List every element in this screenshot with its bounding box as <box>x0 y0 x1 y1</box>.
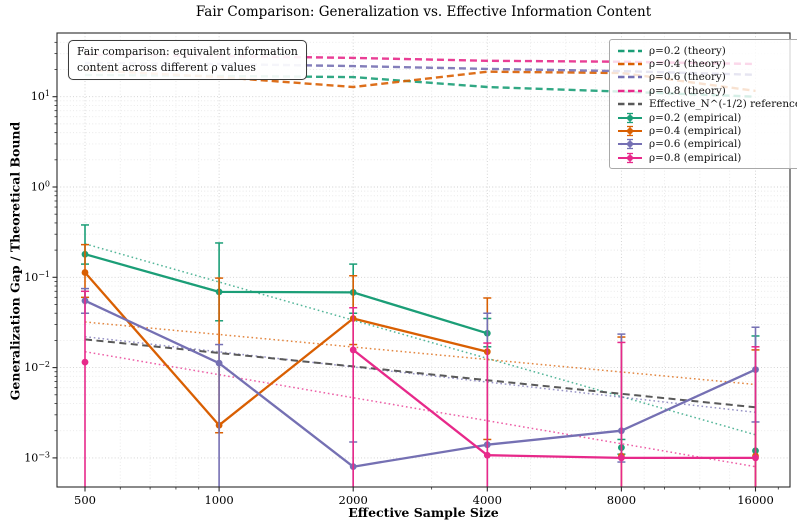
legend-item: ρ=0.8 (empirical) <box>617 151 797 164</box>
y-tick-label: 100 <box>31 180 50 194</box>
legend-item: ρ=0.4 (empirical) <box>617 124 797 137</box>
legend-item: ρ=0.2 (theory) <box>617 44 797 57</box>
empirical-series-rho02 <box>81 224 760 487</box>
y-tick-label: 10−1 <box>24 270 50 284</box>
legend-item: Effective_N^(-1/2) reference <box>617 98 797 111</box>
reference-line <box>84 338 756 409</box>
legend-label: ρ=0.4 (empirical) <box>649 125 742 138</box>
legend-label: ρ=0.8 (empirical) <box>649 151 742 164</box>
annotation-line-1: Fair comparison: equivalent information <box>77 45 298 58</box>
legend-label: Effective_N^(-1/2) reference <box>649 98 797 111</box>
legend-marker-icon <box>618 139 642 150</box>
trend-line-rho04 <box>84 321 756 386</box>
empirical-series-rho08 <box>81 290 760 487</box>
legend-item: ρ=0.2 (empirical) <box>617 111 797 124</box>
x-tick-label: 2000 <box>339 493 368 507</box>
y-tick-label: 10−3 <box>24 450 50 464</box>
legend-marker-icon <box>618 89 642 93</box>
x-tick-label: 1000 <box>204 493 233 507</box>
legend-marker-icon <box>618 125 642 137</box>
legend-marker-icon <box>618 112 642 123</box>
legend-item: ρ=0.8 (theory) <box>617 84 797 97</box>
x-tick-label: 8000 <box>607 493 636 507</box>
x-tick-label: 500 <box>74 493 96 507</box>
legend-marker-icon <box>618 152 642 163</box>
y-tick-label: 101 <box>31 89 50 103</box>
legend-label: ρ=0.8 (theory) <box>649 84 726 97</box>
x-tick-label: 16000 <box>737 493 774 507</box>
legend-marker-icon <box>618 102 642 106</box>
annotation-line-2: content across different ρ values <box>77 60 256 74</box>
legend-label: ρ=0.2 (empirical) <box>649 111 742 124</box>
plot-frame <box>56 32 791 488</box>
legend-item: ρ=0.6 (empirical) <box>617 138 797 151</box>
legend-marker-icon <box>618 49 642 52</box>
y-axis-label: Generalization Gap / Theoretical Bound <box>7 121 23 401</box>
chart-title: Fair Comparison: Generalization vs. Effe… <box>195 4 652 20</box>
annotation-box: Fair comparison: equivalent information … <box>68 40 307 81</box>
legend-item: ρ=0.6 (theory) <box>617 71 797 84</box>
legend-item: ρ=0.4 (theory) <box>617 57 797 70</box>
legend-label: ρ=0.6 (theory) <box>649 71 726 84</box>
axes-ticks: 500 1000 2000 4000 8000 16000 101 100 10−1 10−2 10… <box>24 41 779 507</box>
x-tick-label: 4000 <box>473 493 502 507</box>
legend-marker-icon <box>618 76 642 79</box>
legend-label: ρ=0.4 (theory) <box>649 58 726 71</box>
trend-line-rho08 <box>84 350 756 468</box>
y-tick-label: 10−2 <box>24 360 50 374</box>
legend-label: ρ=0.2 (theory) <box>649 44 726 57</box>
legend-marker-icon <box>618 62 642 66</box>
legend-label: ρ=0.6 (empirical) <box>649 138 742 151</box>
x-axis-label: Effective Sample Size <box>348 505 499 520</box>
trend-line-rho02 <box>84 243 756 436</box>
legend: ρ=0.2 (theory) ρ=0.4 (theory) ρ=0.6 (theor… <box>609 39 797 169</box>
